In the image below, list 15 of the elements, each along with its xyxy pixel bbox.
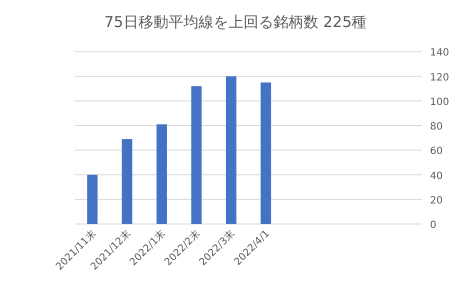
chart-title: 75日移動平均線を上回る銘柄数 225種 xyxy=(104,13,367,31)
bar xyxy=(122,139,132,224)
bar xyxy=(87,174,98,224)
y-tick-label: 20 xyxy=(430,195,443,206)
bar xyxy=(191,86,202,224)
bar xyxy=(226,76,236,224)
y-tick-label: 0 xyxy=(430,220,436,231)
y-tick-label: 60 xyxy=(430,146,443,158)
bar xyxy=(260,82,272,224)
y-tick-label: 140 xyxy=(430,48,450,59)
y-tick-label: 40 xyxy=(430,170,443,182)
bar xyxy=(156,124,167,224)
y-tick-label: 120 xyxy=(430,72,450,84)
y-tick-label: 100 xyxy=(430,96,450,108)
y-tick-label: 80 xyxy=(430,122,443,133)
